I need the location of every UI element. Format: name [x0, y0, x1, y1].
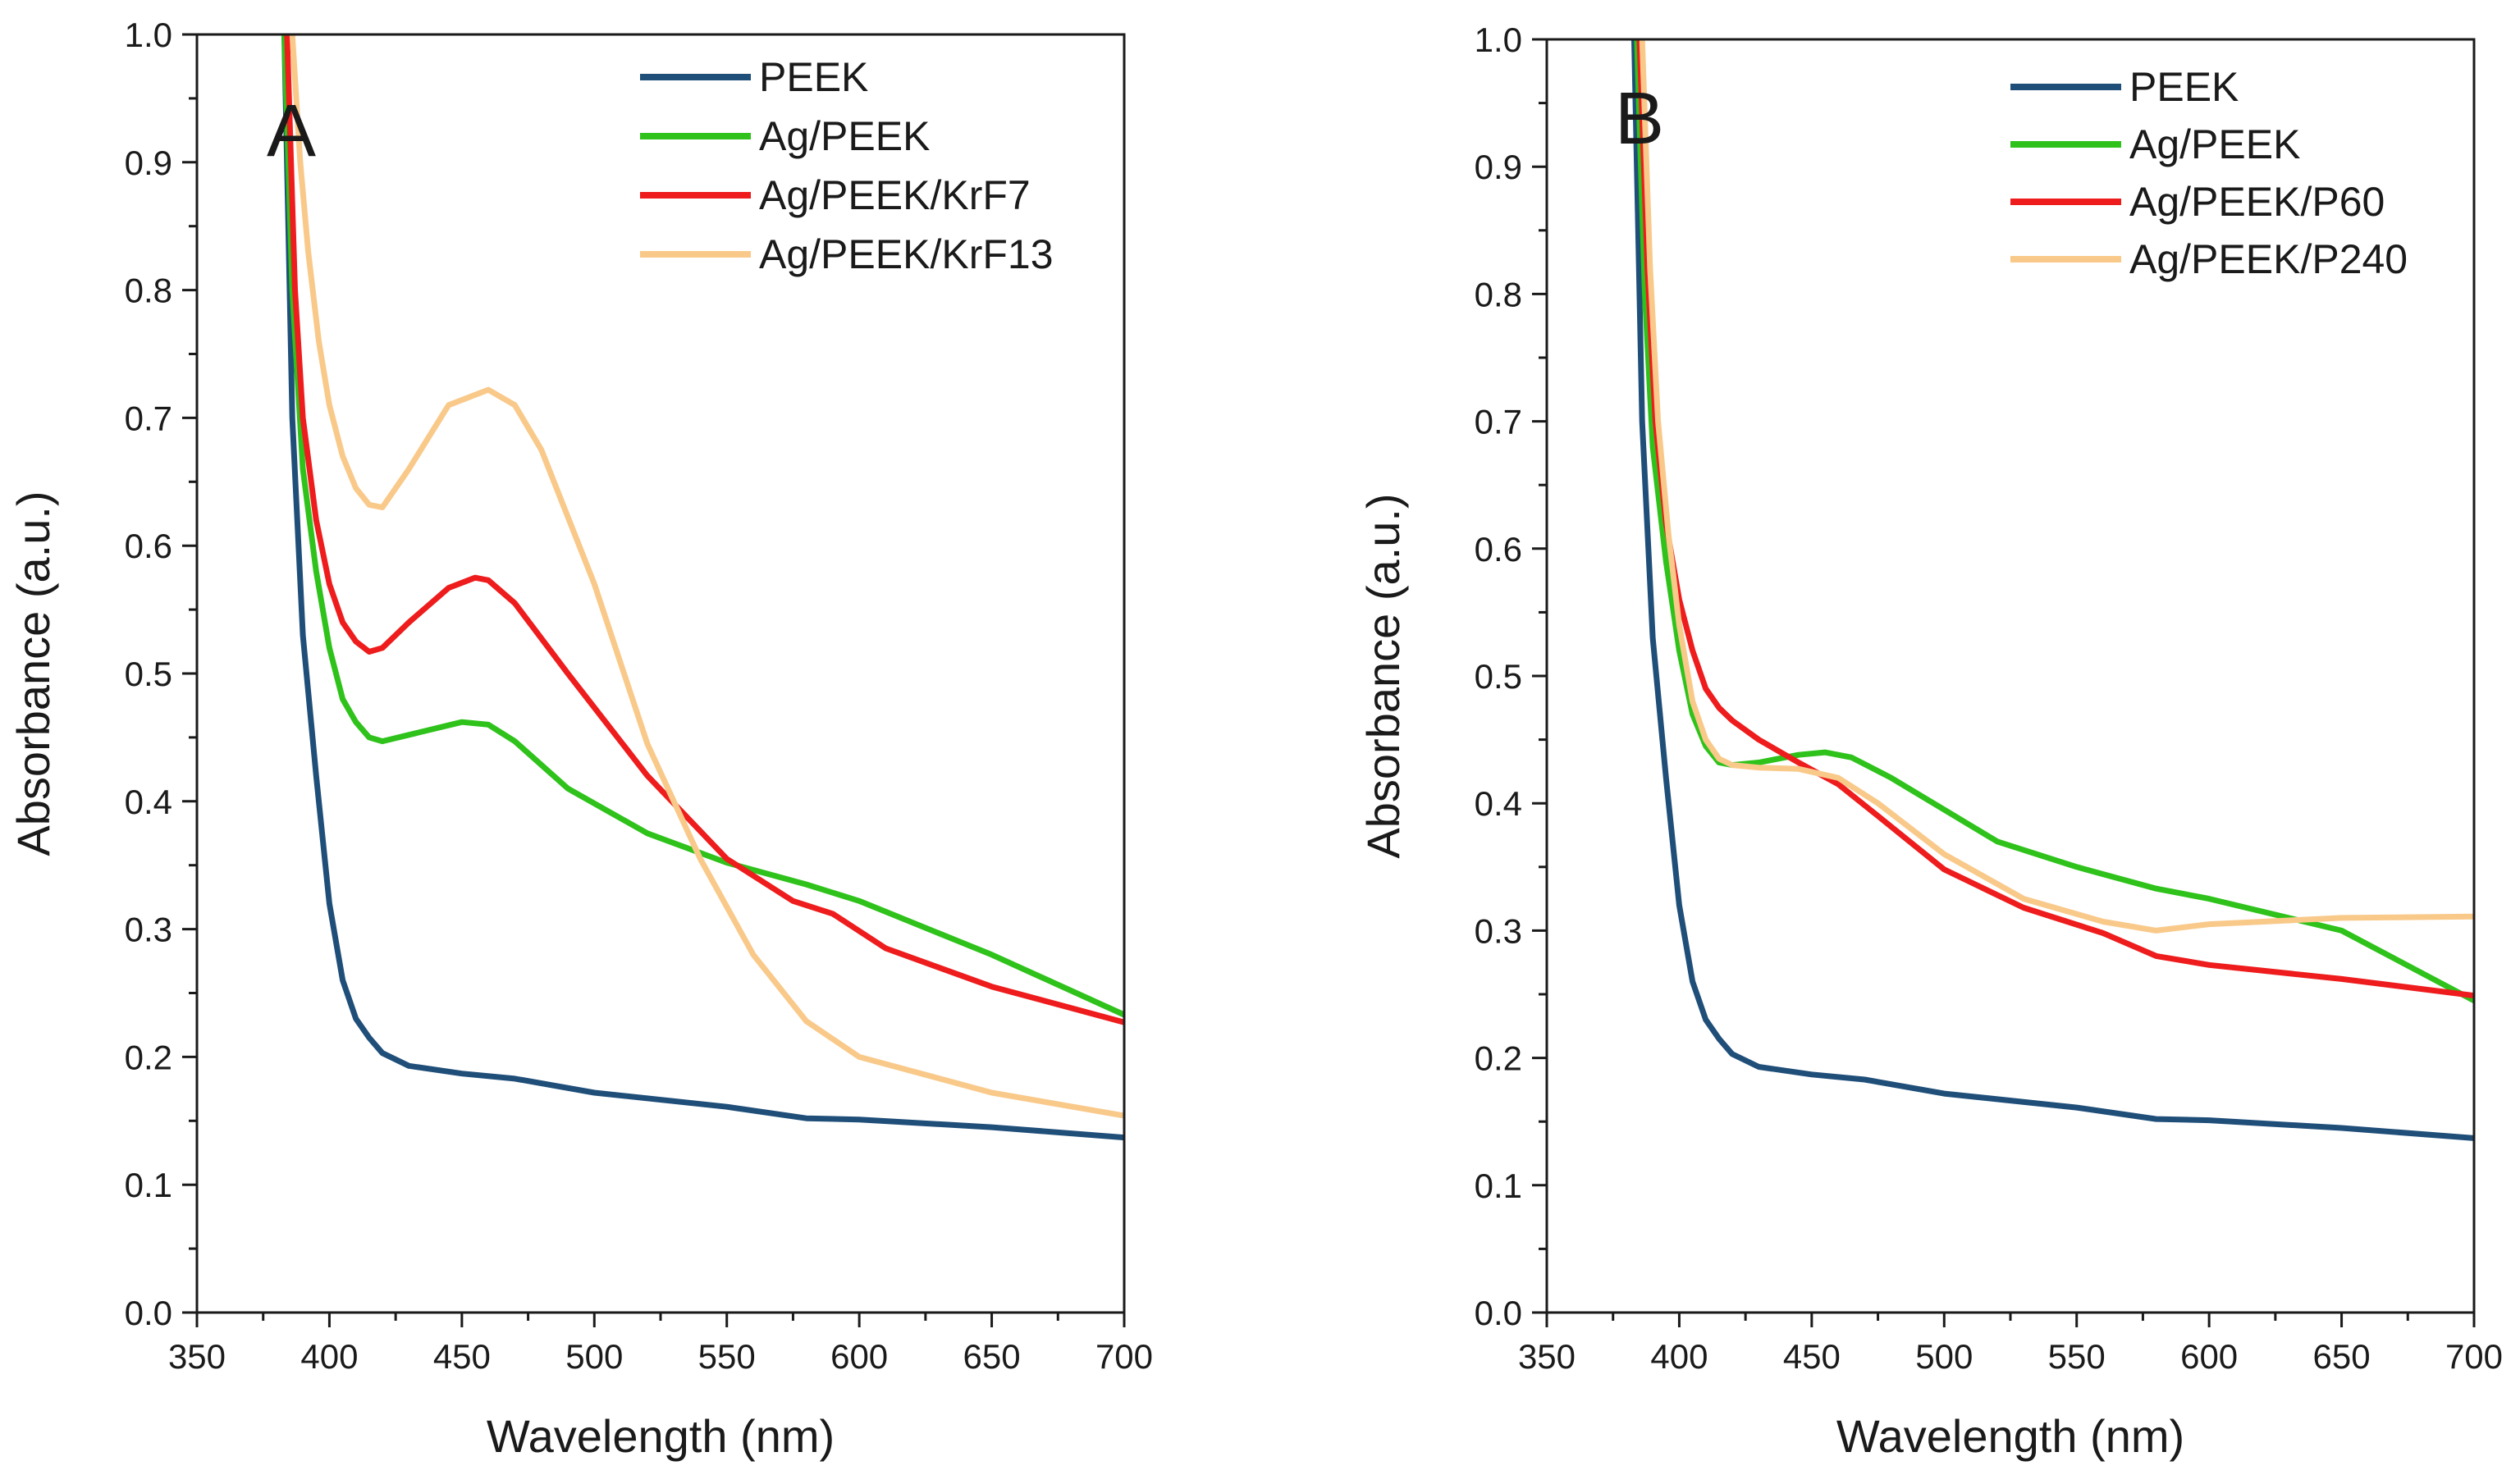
panel-letter: B [1615, 78, 1664, 160]
panel-b: 350 400 450 500 550 600 650 700 0.0 0.1 0.2 0.3 0.4 0… [1357, 21, 2503, 1462]
y-tick-label: 0.7 [1475, 403, 1522, 441]
series-line-ag-peek [281, 34, 1124, 1018]
y-axis-label: Absorbance (a.u.) [7, 491, 59, 856]
x-tick-label: 500 [565, 1337, 623, 1376]
series-line-peek [1631, 39, 2474, 1141]
x-tick-label: 450 [433, 1337, 491, 1376]
legend-label: PEEK [759, 54, 868, 100]
y-tick-label: 0.3 [125, 911, 172, 949]
y-tick-label: 0.6 [1475, 530, 1522, 568]
legend-label: Ag/PEEK/P240 [2129, 236, 2408, 282]
legend-label: Ag/PEEK/KrF13 [759, 231, 1054, 277]
y-tick-label: 0.0 [125, 1294, 172, 1332]
y-tick-label: 1.0 [1475, 21, 1522, 59]
legend-label: Ag/PEEK [2129, 121, 2300, 167]
x-tick-label: 600 [830, 1337, 888, 1376]
x-tick-label: 700 [1095, 1337, 1153, 1376]
panel-letter: A [267, 90, 316, 172]
x-tick-label: 650 [963, 1337, 1021, 1376]
y-tick-label: 0.5 [1475, 657, 1522, 696]
y-tick-label: 0.0 [1475, 1294, 1522, 1332]
y-tick-label: 0.7 [125, 399, 172, 437]
y-tick-label: 0.2 [1475, 1039, 1522, 1078]
x-tick-label: 450 [1783, 1337, 1841, 1376]
y-tick-label: 0.5 [125, 655, 172, 693]
y-tick-label: 0.8 [1475, 275, 1522, 313]
x-tick-label: 400 [300, 1337, 358, 1376]
y-tick-label: 1.0 [125, 16, 172, 54]
y-tick-label: 0.9 [1475, 148, 1522, 186]
x-tick-label: 350 [1518, 1337, 1576, 1376]
y-tick-label: 0.8 [125, 272, 172, 310]
y-tick-label: 0.4 [1475, 784, 1522, 823]
series-line-ag-peek-krf7 [284, 34, 1124, 1025]
legend-label: Ag/PEEK [759, 113, 930, 159]
x-tick-label: 400 [1650, 1337, 1708, 1376]
x-tick-label: 350 [168, 1337, 226, 1376]
y-tick-label: 0.9 [125, 144, 172, 182]
x-axis-label: Wavelength (nm) [1836, 1410, 2184, 1462]
x-tick-label: 500 [1915, 1337, 1973, 1376]
series-group [1631, 39, 2474, 1141]
legend-label: Ag/PEEK/P60 [2129, 179, 2385, 225]
x-tick-label: 650 [2313, 1337, 2371, 1376]
x-tick-label: 700 [2445, 1337, 2503, 1376]
legend-label: PEEK [2129, 64, 2239, 110]
y-tick-label: 0.3 [1475, 911, 1522, 950]
x-tick-label: 600 [2180, 1337, 2238, 1376]
series-line-peek [281, 34, 1124, 1141]
y-tick-label: 0.2 [125, 1038, 172, 1076]
y-tick-label: 0.6 [125, 527, 172, 565]
panel-a: 350 400 450 500 550 600 650 700 0.0 0.1 0.2 0.3 0.4 0… [7, 16, 1153, 1462]
legend-label: Ag/PEEK/KrF7 [759, 172, 1031, 218]
x-tick-label: 550 [2048, 1337, 2106, 1376]
series-group [281, 34, 1124, 1141]
y-tick-label: 0.1 [1475, 1167, 1522, 1205]
series-line-ag-peek [1634, 39, 2474, 1004]
series-line-ag-peek-krf13 [289, 34, 1124, 1119]
x-axis-label: Wavelength (nm) [487, 1410, 835, 1462]
series-line-ag-peek-p240 [1639, 39, 2474, 934]
x-tick-label: 550 [698, 1337, 756, 1376]
y-tick-label: 0.4 [125, 783, 172, 821]
y-axis-label: Absorbance (a.u.) [1357, 493, 1409, 858]
y-tick-label: 0.1 [125, 1166, 172, 1204]
